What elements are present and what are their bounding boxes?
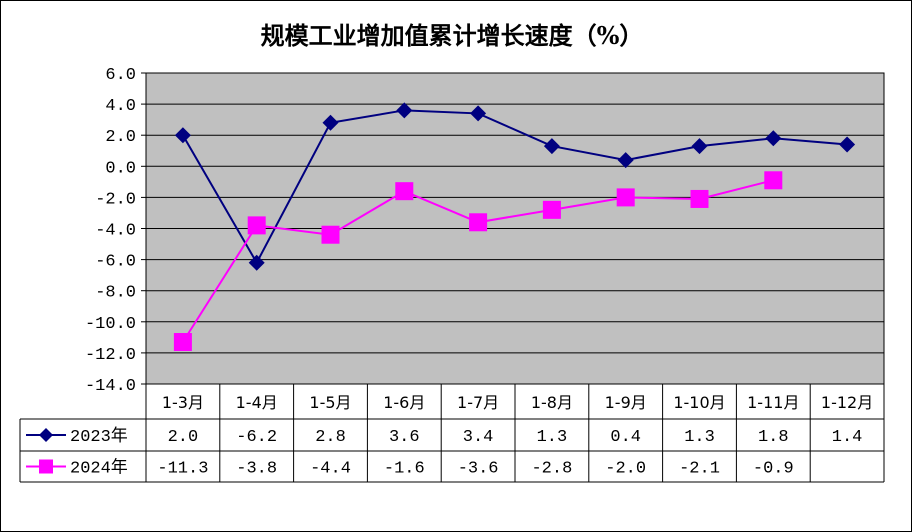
data-point bbox=[765, 130, 782, 147]
table-cell-value: 0.4 bbox=[610, 428, 641, 447]
data-point bbox=[396, 102, 413, 119]
x-category-label: 1-9月 bbox=[605, 393, 647, 412]
data-point bbox=[173, 333, 192, 352]
y-tick-label: -8.0 bbox=[95, 284, 136, 303]
y-tick-label: -10.0 bbox=[85, 315, 136, 334]
table-cell-value: -2.0 bbox=[605, 460, 646, 479]
data-point bbox=[470, 105, 487, 122]
table-cell-value: -6.2 bbox=[236, 428, 277, 447]
x-category-label: 1-3月 bbox=[162, 393, 204, 412]
table-cell-value: 1.3 bbox=[537, 428, 568, 447]
x-category-label: 1-12月 bbox=[821, 393, 873, 412]
table-cell-value: 2.0 bbox=[168, 428, 199, 447]
x-category-label: 1-11月 bbox=[747, 393, 799, 412]
table-cell-value: 3.4 bbox=[463, 428, 494, 447]
table-cell-value: -2.8 bbox=[531, 460, 572, 479]
table-cell-value: 1.8 bbox=[758, 428, 789, 447]
x-category-label: 1-5月 bbox=[309, 393, 351, 412]
y-tick-label: -4.0 bbox=[95, 222, 136, 241]
y-tick-label: -12.0 bbox=[85, 346, 136, 365]
data-point bbox=[321, 225, 340, 244]
data-point bbox=[247, 216, 266, 235]
y-tick-label: 6.0 bbox=[105, 66, 136, 85]
chart-title: 规模工业增加值累计增长速度（%） bbox=[261, 21, 644, 50]
x-category-label: 1-4月 bbox=[236, 393, 278, 412]
x-category-label: 1-8月 bbox=[531, 393, 573, 412]
y-tick-label: 2.0 bbox=[105, 128, 136, 147]
table-cell-value: -11.3 bbox=[157, 460, 208, 479]
table-cell-value: -3.8 bbox=[236, 460, 277, 479]
y-tick-label: 0.0 bbox=[105, 159, 136, 178]
series-line bbox=[182, 109, 848, 265]
legend-key-marker bbox=[39, 459, 53, 474]
table-cell-value: 1.4 bbox=[832, 428, 863, 447]
x-category-label: 1-10月 bbox=[673, 393, 725, 412]
y-axis-ticks: 6.0 4.0 2.0 0.0 -2.0 -4.0 -6.0 -8.0 -10.0 -12.0 -1… bbox=[85, 66, 146, 396]
data-point bbox=[691, 138, 708, 155]
data-point bbox=[248, 254, 265, 271]
y-tick-label: -6.0 bbox=[95, 253, 136, 272]
data-point bbox=[543, 138, 560, 155]
table-cell-value: 2.8 bbox=[315, 428, 346, 447]
data-point bbox=[395, 182, 414, 201]
series-layer bbox=[173, 102, 856, 352]
data-point bbox=[542, 200, 561, 219]
legend-series-name: 2024年 bbox=[70, 458, 128, 479]
legend-series-name: 2023年 bbox=[70, 426, 128, 447]
data-point bbox=[617, 152, 634, 169]
legend-key-marker bbox=[39, 428, 53, 442]
table-cell-value: -4.4 bbox=[310, 460, 351, 479]
data-table: 1-3月 1-4月 1-5月 1-6月 1-7月 1-8月 1-9月 1-10月 1-11月 1-… bbox=[19, 383, 885, 483]
y-tick-label: 4.0 bbox=[105, 97, 136, 116]
data-point bbox=[690, 189, 709, 208]
table-cell-value: -2.1 bbox=[679, 460, 720, 479]
y-tick-label: -2.0 bbox=[95, 190, 136, 209]
x-category-label: 1-7月 bbox=[457, 393, 499, 412]
table-cell-value: 1.3 bbox=[684, 428, 715, 447]
data-point bbox=[764, 171, 783, 190]
table-cell-value: -1.6 bbox=[384, 460, 425, 479]
data-point bbox=[839, 136, 856, 153]
table-cell-value: 3.6 bbox=[389, 428, 420, 447]
y-tick-label: -14.0 bbox=[85, 377, 136, 396]
x-category-label: 1-6月 bbox=[383, 393, 425, 412]
gridlines bbox=[146, 72, 884, 385]
table-cell-value: -0.9 bbox=[753, 460, 794, 479]
data-point bbox=[469, 213, 488, 232]
data-point bbox=[174, 127, 191, 144]
data-point bbox=[322, 114, 339, 131]
data-point bbox=[616, 188, 635, 207]
table-cell-value: -3.6 bbox=[458, 460, 499, 479]
